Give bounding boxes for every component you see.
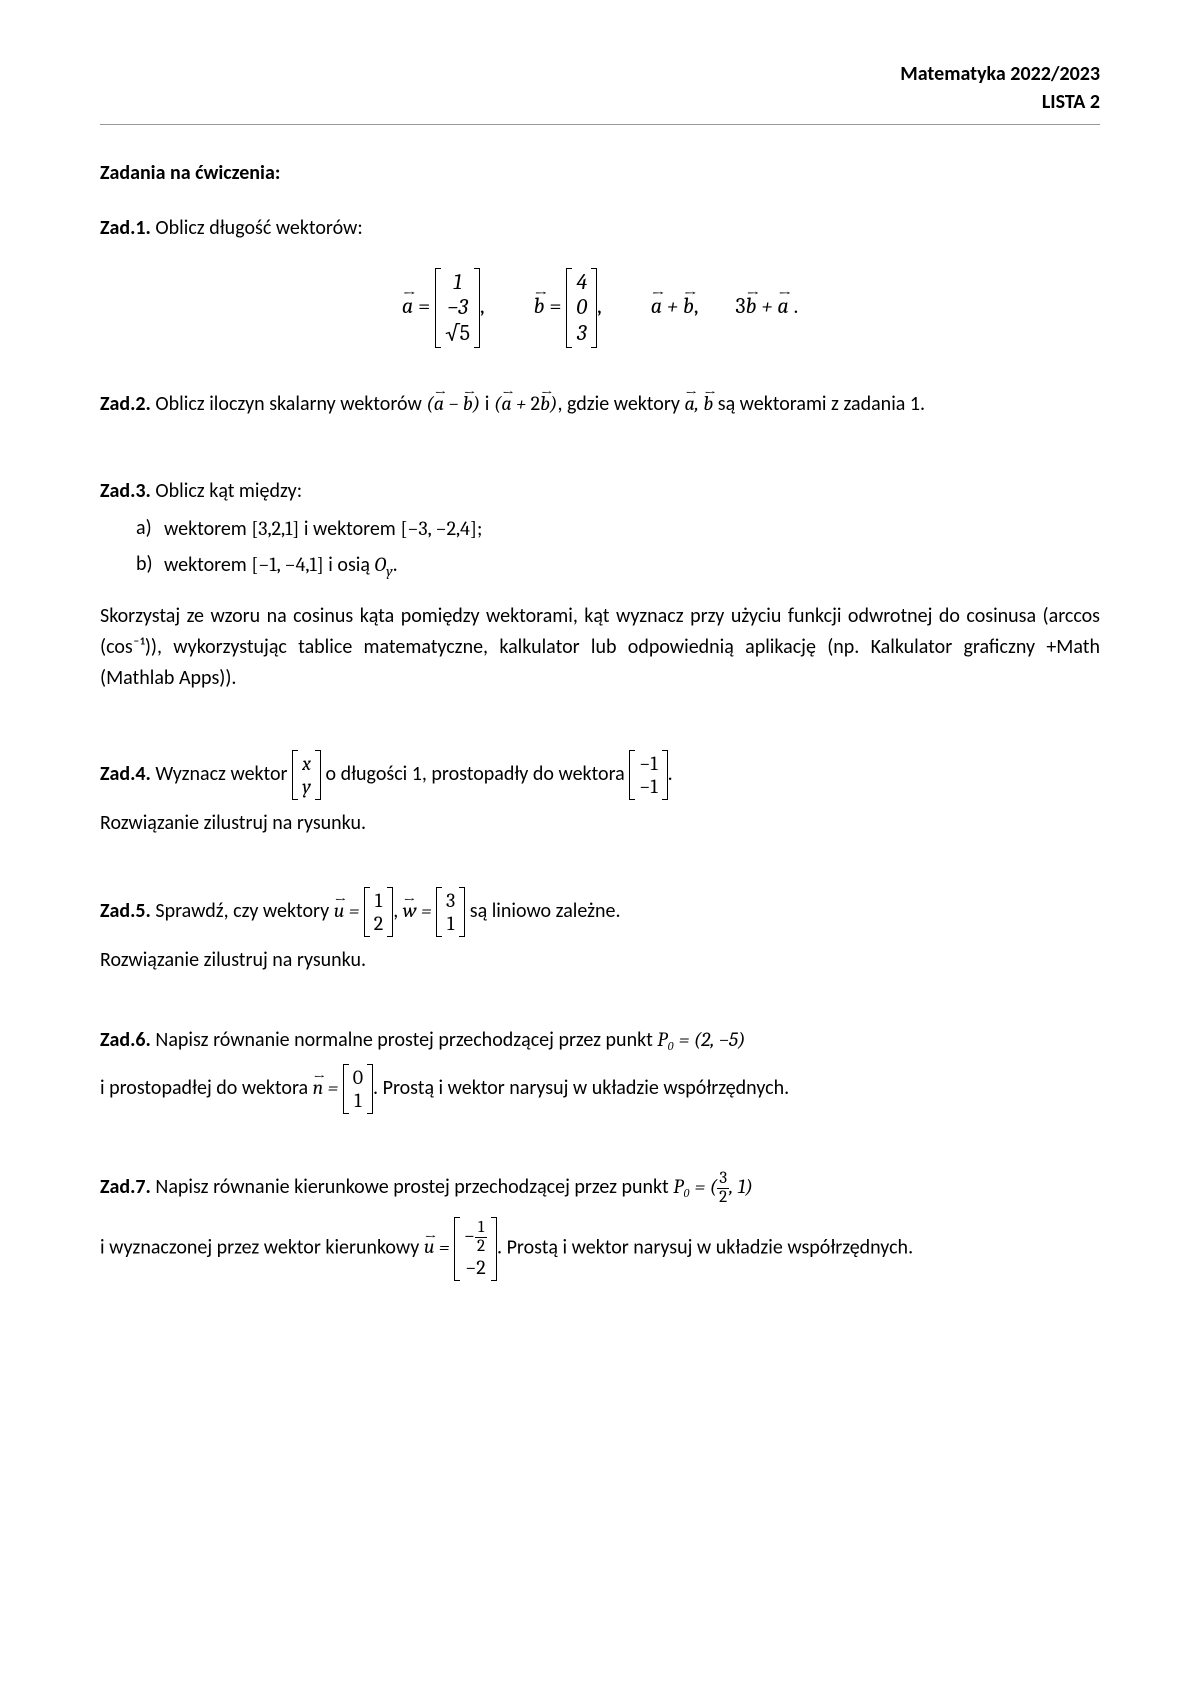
- task-3-b-letter: b): [136, 549, 164, 583]
- task-7-text-c: . Prostą i wektor narysuj w układzie wsp…: [497, 1235, 913, 1259]
- header-list: LISTA 2: [100, 88, 1100, 116]
- z5-w-0: 3: [446, 889, 455, 912]
- z3a-t2: i wektorem: [299, 517, 400, 541]
- task-2-text-c: są wektorami z zadania 1.: [713, 392, 925, 416]
- z5-u-1: 2: [374, 912, 383, 935]
- page-header: Matematyka 2022/2023 LISTA 2: [100, 60, 1100, 125]
- z3b-v1: [−1, −4,1]: [251, 553, 323, 576]
- z3b-t3: .: [393, 553, 398, 577]
- task-3-list: a) wektorem [3,2,1] i wektorem [−3, −2,4…: [136, 513, 1100, 583]
- z7-u-bot: −2: [465, 1256, 486, 1279]
- z1-b-0: 4: [576, 270, 587, 295]
- task-3-text: Oblicz kąt między:: [151, 479, 302, 503]
- task-1-formula: a = 1 −3 √5 , b = 4 0 3 , a + b, 3b + a …: [100, 268, 1100, 348]
- task-6: Zad.6. Napisz równanie normalne prostej …: [100, 1024, 1100, 1114]
- z1-b-2: 3: [577, 321, 587, 346]
- task-6-text-c: . Prostą i wektor narysuj w układzie wsp…: [373, 1076, 789, 1100]
- z3b-t2: i osią: [324, 553, 375, 577]
- z3b-t1: wektorem: [164, 553, 251, 577]
- task-1-text: Oblicz długość wektorów:: [151, 216, 363, 240]
- task-7-text-b: i wyznaczonej przez wektor kierunkowy: [100, 1235, 424, 1259]
- z7-p0-num: 3: [717, 1170, 729, 1188]
- task-7-text-a: Napisz równanie kierunkowe prostej przec…: [151, 1175, 673, 1199]
- z3b-axis: O: [374, 553, 386, 576]
- z7-p0a: P₀ = (: [673, 1175, 717, 1198]
- task-3-a-letter: a): [136, 513, 164, 545]
- task-4-text-a: Wyznacz wektor: [151, 762, 292, 786]
- z1-a-0: 1: [453, 270, 462, 295]
- task-6-text-a: Napisz równanie normalne prostej przecho…: [151, 1028, 657, 1052]
- z6-neq: =: [323, 1076, 342, 1099]
- header-course: Matematyka 2022/2023: [100, 60, 1100, 88]
- task-2-mid: i: [480, 392, 494, 416]
- z6-n-1: 1: [354, 1089, 361, 1112]
- z3a-t1: wektorem: [164, 517, 251, 541]
- z4-xy-0: x: [302, 752, 311, 775]
- z5-ueq: =: [344, 899, 363, 922]
- task-3: Zad.3. Oblicz kąt między: a) wektorem [3…: [100, 476, 1100, 694]
- task-3-a: a) wektorem [3,2,1] i wektorem [−3, −2,4…: [136, 513, 1100, 545]
- z4-xy-1: y: [302, 775, 311, 798]
- z3a-v2: [−3, −2,4]: [400, 517, 477, 540]
- task-4-text-d: Rozwiązanie zilustruj na rysunku.: [100, 808, 1100, 839]
- task-2: Zad.2. Oblicz iloczyn skalarny wektorów …: [100, 388, 1100, 420]
- task-4-text-c: .: [668, 762, 673, 786]
- task-6-label: Zad.6.: [100, 1028, 151, 1052]
- z3a-v1: [3,2,1]: [251, 517, 299, 540]
- z4-n-1: −1: [639, 775, 657, 798]
- task-1-label: Zad.1.: [100, 216, 151, 240]
- task-3-b: b) wektorem [−1, −4,1] i osią Oy.: [136, 549, 1100, 583]
- task-7: Zad.7. Napisz równanie kierunkowe proste…: [100, 1170, 1100, 1280]
- task-5-text-b: są liniowo zależne.: [465, 899, 620, 923]
- task-5: Zad.5. Sprawdź, czy wektory u = 1 2 , w …: [100, 887, 1100, 976]
- section-title: Zadania na ćwiczenia:: [100, 161, 1100, 185]
- task-2-text-a: Oblicz iloczyn skalarny wektorów: [151, 392, 426, 416]
- z1-b-1: 0: [576, 295, 587, 320]
- task-3-hint: Skorzystaj ze wzoru na cosinus kąta pomi…: [100, 601, 1100, 694]
- z7-u-top: −12: [464, 1219, 487, 1256]
- task-3-label: Zad.3.: [100, 479, 151, 503]
- page: Matematyka 2022/2023 LISTA 2 Zadania na …: [0, 0, 1200, 1697]
- z7-ueq: =: [434, 1235, 453, 1258]
- z6-n-0: 0: [353, 1066, 363, 1089]
- z3a-t3: ;: [477, 517, 482, 541]
- task-5-text-c: Rozwiązanie zilustruj na rysunku.: [100, 945, 1100, 976]
- task-2-text-b: , gdzie wektory: [557, 392, 684, 416]
- z5-w-1: 1: [447, 912, 454, 935]
- task-5-text-a: Sprawdź, czy wektory: [151, 899, 334, 923]
- task-2-label: Zad.2.: [100, 392, 151, 416]
- task-1: Zad.1. Oblicz długość wektorów: a = 1 −3…: [100, 213, 1100, 348]
- task-6-text-b: i prostopadłej do wektora: [100, 1076, 313, 1100]
- z6-p0: P₀ = (2, −5): [657, 1028, 745, 1051]
- task-5-label: Zad.5.: [100, 899, 151, 923]
- z7-p0-den: 2: [717, 1188, 729, 1207]
- z5-u-0: 1: [375, 889, 382, 912]
- task-4-label: Zad.4.: [100, 762, 151, 786]
- z7-p0b: , 1): [729, 1175, 753, 1198]
- task-4-text-b: o długości 1, prostopadły do wektora: [321, 762, 629, 786]
- z4-n-0: −1: [639, 752, 657, 775]
- task-7-label: Zad.7.: [100, 1175, 151, 1199]
- z1-a-1: −3: [447, 295, 468, 320]
- z1-a-2: √5: [445, 321, 470, 346]
- task-4: Zad.4. Wyznacz wektor x y o długości 1, …: [100, 750, 1100, 839]
- z5-weq: =: [417, 899, 436, 922]
